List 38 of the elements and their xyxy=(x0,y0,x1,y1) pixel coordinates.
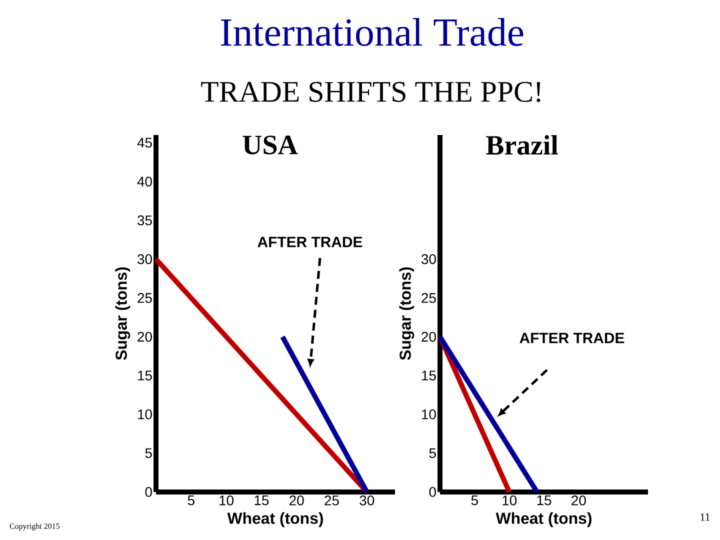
text: TRADE SHIFTS THE PPC! xyxy=(201,82,540,102)
y-axis-title: Sugar (tons) xyxy=(399,267,414,360)
y-tick-label: 15 xyxy=(422,370,436,380)
y-tick-label: 35 xyxy=(138,215,152,226)
x-tick-label: 10 xyxy=(502,495,517,506)
annotation: AFTER TRADE xyxy=(258,236,362,248)
chart-title: Brazil xyxy=(486,135,558,155)
x-tick-label: 30 xyxy=(360,495,374,506)
text: 11 xyxy=(700,513,710,521)
y-tick-label: 30 xyxy=(422,254,436,264)
y-tick-label: 20 xyxy=(422,332,436,342)
x-tick-label: 20 xyxy=(572,495,586,506)
x-tick-label: 5 xyxy=(471,496,478,506)
x-tick-label: 15 xyxy=(254,496,269,506)
y-tick-label: 25 xyxy=(422,293,436,303)
chart-title: USA xyxy=(242,136,298,154)
x-tick-label: 25 xyxy=(324,495,339,506)
x-tick-label: 5 xyxy=(188,496,194,506)
y-axis-title: Sugar (tons) xyxy=(115,267,130,360)
x-axis-title: Wheat (tons) xyxy=(496,512,592,528)
y-tick-label: 5 xyxy=(145,448,152,458)
y-tick-label: 30 xyxy=(138,254,152,264)
y-tick-label: 0 xyxy=(145,487,152,497)
x-tick-label: 20 xyxy=(290,495,304,506)
y-tick-label: 5 xyxy=(429,448,436,458)
x-axis-title: Wheat (tons) xyxy=(227,512,323,528)
y-tick-label: 25 xyxy=(138,293,152,303)
y-tick-label: 20 xyxy=(138,332,152,342)
y-tick-label: 10 xyxy=(138,409,152,420)
x-tick-label: 15 xyxy=(537,496,552,506)
annotation: AFTER TRADE xyxy=(520,332,624,344)
y-tick-label: 15 xyxy=(138,370,152,380)
y-tick-label: 40 xyxy=(137,176,152,186)
x-tick-label: 10 xyxy=(220,495,234,506)
text: International Trade xyxy=(220,18,524,46)
y-tick-label: 45 xyxy=(137,138,152,148)
y-tick-label: 0 xyxy=(429,487,436,497)
y-tick-label: 10 xyxy=(422,409,436,420)
